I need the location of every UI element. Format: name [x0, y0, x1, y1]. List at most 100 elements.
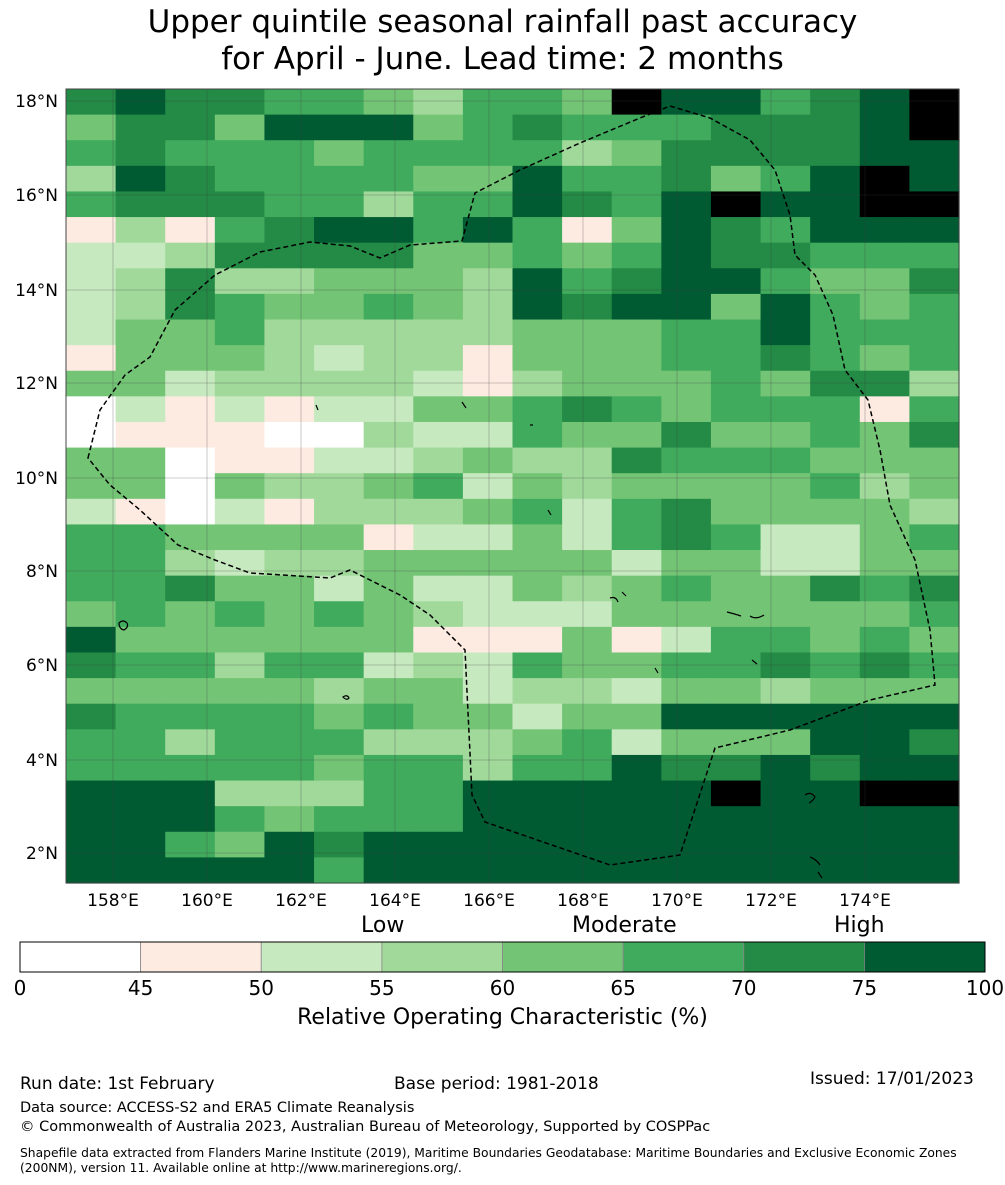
grid-cell	[314, 447, 365, 474]
grid-cell	[562, 319, 613, 346]
grid-cell	[512, 114, 563, 141]
grid-cell	[810, 345, 861, 372]
grid-cell	[710, 626, 762, 654]
grid-cell	[264, 652, 315, 679]
colorbar-tick-label: 0	[13, 976, 27, 1000]
grid-cell	[462, 831, 514, 858]
grid-cell	[859, 524, 910, 551]
grid-cell	[710, 754, 762, 782]
colorbar-title: Relative Operating Characteristic (%)	[297, 1005, 708, 1030]
grid-cell	[859, 550, 910, 577]
grid-cell	[462, 575, 514, 602]
colorbar-tick-label: 65	[610, 976, 636, 1000]
grid-cell	[562, 831, 613, 858]
grid-cell	[413, 498, 464, 526]
grid-cell	[115, 626, 166, 654]
grid-cell	[314, 678, 365, 705]
grid-cell	[115, 780, 166, 807]
colorbar-swatch	[622, 941, 745, 973]
grid-cell	[760, 268, 811, 295]
grid-cell	[314, 806, 365, 833]
grid-cell	[214, 729, 266, 756]
grid-cell	[562, 421, 613, 449]
grid-cell	[314, 473, 365, 500]
grid-cell	[562, 293, 613, 321]
grid-cell	[264, 575, 315, 602]
grid-cell	[314, 498, 365, 526]
grid-cell	[562, 626, 613, 654]
grid-cell	[66, 601, 117, 628]
grid-cell	[512, 575, 563, 602]
grid-cell	[859, 165, 910, 193]
grid-cell	[512, 473, 563, 500]
grid-cell	[512, 652, 563, 679]
grid-cell	[562, 498, 613, 526]
grid-cell	[859, 652, 910, 679]
grid-cell	[512, 396, 563, 423]
grid-cell	[611, 831, 662, 858]
grid-cell	[214, 242, 266, 269]
grid-cell	[363, 319, 414, 346]
colorbar-swatch	[260, 941, 383, 973]
grid-cell	[165, 89, 216, 116]
grid-cell	[214, 754, 266, 782]
grid-cell	[562, 217, 613, 244]
grid-cell	[363, 498, 414, 526]
grid-cell	[909, 754, 960, 782]
grid-cell	[462, 140, 514, 167]
grid-cell	[413, 678, 464, 705]
grid-cell	[264, 806, 315, 833]
grid-cell	[66, 140, 117, 167]
grid-cell	[264, 678, 315, 705]
grid-cell	[462, 498, 514, 526]
grid-cell	[314, 857, 365, 884]
grid-cell	[165, 626, 216, 654]
grid-cell	[810, 89, 861, 116]
grid-cell	[710, 703, 762, 730]
colorbar-tick-label: 100	[965, 976, 1005, 1000]
grid-cell	[710, 345, 762, 372]
grid-cell	[264, 345, 315, 372]
grid-cell	[462, 550, 514, 577]
grid-cell	[760, 447, 811, 474]
grid-cell	[909, 498, 960, 526]
grid-cell	[214, 89, 266, 116]
grid-cell	[214, 831, 266, 858]
grid-cell	[413, 575, 464, 602]
grid-cell	[66, 575, 117, 602]
grid-cell	[165, 831, 216, 858]
grid-cell	[214, 370, 266, 397]
grid-cell	[363, 806, 414, 833]
grid-cell	[611, 293, 662, 321]
grid-cell	[909, 191, 960, 218]
grid-cell	[314, 293, 365, 321]
grid-cell	[413, 217, 464, 244]
grid-cell	[264, 601, 315, 628]
grid-cell	[413, 754, 464, 782]
grid-cell	[363, 217, 414, 244]
latitude-label: 6°N	[26, 656, 58, 676]
colorbar	[19, 941, 986, 973]
grid-cell	[462, 678, 514, 705]
grid-cell	[909, 447, 960, 474]
grid-cell	[66, 550, 117, 577]
grid-cell	[760, 806, 811, 833]
grid-cell	[562, 268, 613, 295]
grid-cell	[810, 396, 861, 423]
grid-cell	[413, 447, 464, 474]
grid-cell	[859, 217, 910, 244]
grid-cell	[115, 293, 166, 321]
copyright: © Commonwealth of Australia 2023, Austra…	[20, 1119, 711, 1135]
grid-cell	[760, 575, 811, 602]
grid-cell	[859, 114, 910, 141]
grid-cell	[909, 601, 960, 628]
grid-cell	[413, 191, 464, 218]
grid-cell	[909, 268, 960, 295]
grid-cell	[810, 652, 861, 679]
grid-cell	[314, 729, 365, 756]
grid-cell	[859, 575, 910, 602]
grid-cell	[661, 242, 712, 269]
grid-cell	[611, 678, 662, 705]
grid-cell	[810, 703, 861, 730]
grid-cell	[562, 703, 613, 730]
